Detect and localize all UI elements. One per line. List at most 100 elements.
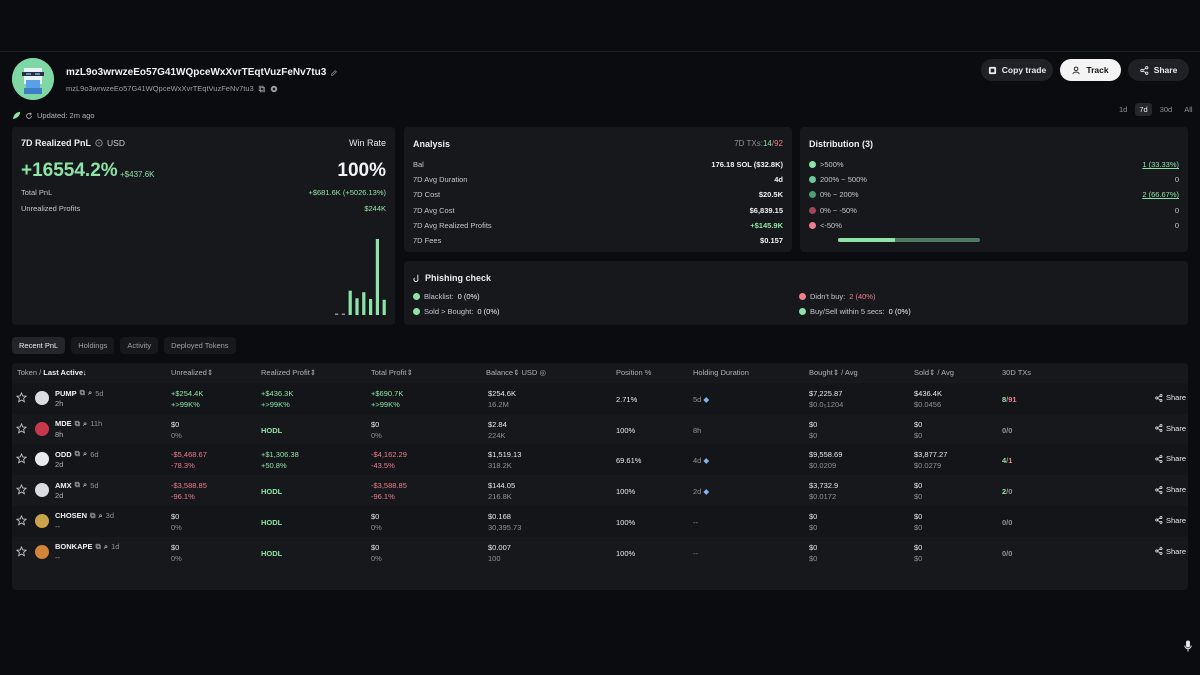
tab-recent-pnl[interactable]: Recent PnL: [12, 337, 66, 354]
currency-toggle-icon[interactable]: [95, 139, 103, 147]
token-name[interactable]: BONKAPE: [55, 542, 93, 551]
distribution-row-value: 0: [1174, 205, 1179, 215]
txs-buy: 0: [1002, 425, 1007, 435]
total-cell-sub: 0%: [371, 522, 382, 532]
period-1d[interactable]: 1d: [1119, 105, 1128, 114]
distribution-row-value[interactable]: 2 (66.67%): [1142, 190, 1179, 200]
token-name[interactable]: AMX: [55, 480, 72, 490]
copy-icon[interactable]: [258, 85, 266, 93]
balance-cell-sub: 100: [488, 553, 501, 563]
share-button[interactable]: Share: [1128, 59, 1189, 81]
position-cell: 100%: [616, 548, 635, 559]
txs-buy: 2: [1002, 487, 1007, 497]
star-icon[interactable]: [16, 453, 27, 464]
token-name[interactable]: PUMP: [55, 388, 77, 398]
currency-toggle-icon[interactable]: ◎: [539, 368, 546, 377]
sold-cell-value: $0: [914, 481, 923, 491]
th-txs[interactable]: 30D TXs: [1002, 368, 1032, 377]
refresh-icon[interactable]: [25, 111, 33, 120]
row-share-button[interactable]: Share: [1155, 485, 1186, 494]
search-icon[interactable]: ⌕: [103, 541, 109, 551]
th-total[interactable]: Total Profit⇕: [371, 368, 413, 377]
analysis-row-label: 7D Fees: [413, 236, 442, 246]
search-icon[interactable]: ⌕: [83, 480, 88, 490]
row-share-button[interactable]: Share: [1155, 516, 1186, 525]
txs-separator: /: [1006, 395, 1009, 404]
star-icon[interactable]: [16, 422, 27, 434]
th-unrealized[interactable]: Unrealized⇕: [171, 368, 213, 377]
th-position[interactable]: Position %: [616, 368, 652, 377]
microphone-icon[interactable]: [1184, 640, 1192, 652]
distribution-row: 0% ~ -50% 0: [809, 203, 1179, 218]
distribution-row-label-wrap: <-50%: [809, 221, 842, 230]
distribution-row-value[interactable]: 1 (33.33%): [1142, 160, 1179, 170]
search-icon[interactable]: ⌕: [83, 449, 88, 459]
tab-holdings[interactable]: Holdings: [71, 337, 115, 354]
table-row[interactable]: PUMP ⧉ ⌕ 5d 2h +$254.4K +>99K% +$436.3K +>99K% +$…: [12, 383, 1188, 414]
row-share-button[interactable]: Share: [1155, 454, 1186, 463]
token-name[interactable]: MDE: [55, 419, 72, 429]
th-realized[interactable]: Realized Profit⇕: [261, 368, 316, 377]
token-logo: [35, 391, 49, 405]
period-All[interactable]: All: [1184, 105, 1193, 114]
holding-value: 5d: [693, 395, 702, 404]
th-last-active[interactable]: Last Active: [43, 368, 84, 377]
star-icon[interactable]: [16, 514, 27, 526]
star-icon[interactable]: [16, 545, 27, 557]
holding-cell: 4d ◆: [693, 455, 709, 466]
token-name[interactable]: CHOSEN: [55, 511, 88, 521]
token-name[interactable]: ODD: [55, 449, 72, 459]
tab-deployed-tokens[interactable]: Deployed Tokens: [164, 337, 236, 354]
solscan-icon[interactable]: [270, 85, 278, 93]
search-icon[interactable]: ⌕: [83, 418, 88, 428]
distribution-row-label: <-50%: [820, 220, 842, 230]
star-icon[interactable]: [16, 392, 27, 403]
holding-cell: 2d ◆: [693, 486, 709, 497]
th-balance-unit[interactable]: USD: [521, 368, 538, 377]
search-icon[interactable]: ⌕: [98, 510, 103, 520]
distribution-row-label-wrap: >500%: [809, 160, 844, 169]
token-logo: [35, 452, 49, 467]
row-share-button[interactable]: Share: [1155, 547, 1186, 556]
th-token[interactable]: Token / Last Active↓: [17, 368, 87, 377]
diamond-icon: ◆: [701, 487, 710, 497]
sold-cell-value: $0: [914, 419, 923, 429]
txs-buy: 4: [1002, 456, 1007, 466]
period-30d[interactable]: 30d: [1159, 105, 1173, 114]
position-value: 69.61%: [616, 456, 642, 466]
copy-icon[interactable]: ⧉: [90, 510, 96, 520]
search-icon[interactable]: ⌕: [88, 388, 93, 397]
star-icon[interactable]: [16, 484, 27, 495]
edit-icon[interactable]: [330, 69, 338, 77]
analysis-row: 7D Avg Cost $6,839.15: [413, 203, 783, 218]
copy-icon[interactable]: ⧉: [95, 541, 101, 551]
copy-trade-button[interactable]: Copy trade: [981, 59, 1053, 81]
table-row[interactable]: MDE ⧉ ⌕ 11h 8h $0 0% HODL $0 0% $2.84 224K 100% 8h $0 $…: [12, 414, 1188, 445]
analysis-row: 7D Cost $20.5K: [413, 187, 783, 202]
realized-cell: HODL: [261, 517, 282, 528]
copy-icon[interactable]: ⧉: [74, 480, 81, 490]
tab-activity[interactable]: Activity: [120, 337, 159, 354]
analysis-tx-count: 7D TXs:14/92: [734, 139, 783, 148]
phishing-item: Blacklist: 0 (0%): [413, 292, 480, 301]
copy-icon[interactable]: ⧉: [74, 418, 81, 428]
period-7d[interactable]: 7d: [1135, 103, 1152, 116]
th-holding[interactable]: Holding Duration: [693, 368, 749, 377]
pnl-mini-bar: [355, 298, 359, 315]
table-row[interactable]: ODD ⧉ ⌕ 6d 2d -$5,468.67 -78.3% +$1,306.38 +50.8…: [12, 444, 1188, 476]
track-button[interactable]: Track: [1060, 59, 1121, 81]
row-share-button[interactable]: Share: [1155, 424, 1186, 433]
table-row[interactable]: BONKAPE ⧉ ⌕ 1d -- $0 0% HODL $0 0% $0.007 100 100% --…: [12, 537, 1188, 568]
table-row[interactable]: AMX ⧉ ⌕ 5d 2d -$3,588.85 -96.1% HODL -$3,588.85-…: [12, 475, 1188, 506]
copy-icon[interactable]: ⧉: [79, 388, 86, 397]
th-bought-avg: Avg: [844, 368, 858, 377]
txs-separator: /: [1006, 425, 1009, 435]
copy-icon[interactable]: ⧉: [74, 449, 81, 459]
row-share-button[interactable]: Share: [1155, 393, 1186, 402]
table-row[interactable]: CHOSEN ⧉ ⌕ 3d -- $0 0% HODL $0 0% $0.168 30,395.73 1…: [12, 505, 1188, 537]
pnl-currency[interactable]: USD: [107, 138, 125, 148]
th-sold[interactable]: Sold⇕ / Avg: [914, 368, 954, 377]
bought-cell-value: $0: [809, 419, 818, 429]
th-bought[interactable]: Bought⇕ / Avg: [809, 368, 858, 377]
th-balance[interactable]: Balance⇕ USD ◎: [486, 368, 546, 377]
